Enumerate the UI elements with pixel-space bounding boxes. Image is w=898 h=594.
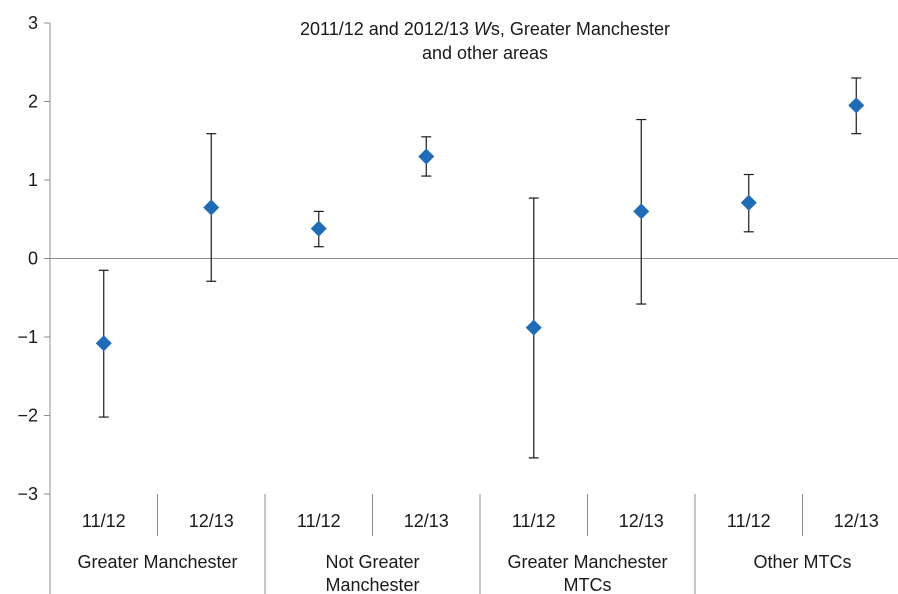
x-tick-label: 11/12 bbox=[82, 511, 126, 531]
data-point-marker bbox=[848, 97, 865, 114]
x-tick-label: 12/13 bbox=[404, 511, 449, 531]
group-label: Greater Manchester bbox=[507, 552, 667, 572]
group-label: Manchester bbox=[325, 575, 419, 594]
data-point-marker bbox=[740, 194, 757, 211]
y-tick-label: 3 bbox=[28, 13, 38, 33]
group-label: Not Greater bbox=[325, 552, 419, 572]
group-label: MTCs bbox=[564, 575, 612, 594]
y-tick-label: 2 bbox=[28, 92, 38, 112]
x-tick-label: 12/13 bbox=[619, 511, 664, 531]
data-point-marker bbox=[203, 199, 220, 216]
x-tick-label: 11/12 bbox=[727, 511, 771, 531]
data-point-marker bbox=[525, 319, 542, 336]
plot-area: 3 2 1 0 −1 −2 −3 11/12 12/13 11/12 12/13 11/12 12/13… bbox=[17, 13, 898, 594]
data-point-marker bbox=[310, 220, 327, 237]
data-point-marker bbox=[633, 203, 650, 220]
y-tick-label: −2 bbox=[17, 406, 38, 426]
data-point-marker bbox=[418, 148, 435, 165]
x-tick-label: 11/12 bbox=[297, 511, 341, 531]
group-label: Greater Manchester bbox=[77, 552, 237, 572]
data-point-marker bbox=[95, 335, 112, 352]
y-tick-label: −1 bbox=[17, 327, 38, 347]
x-tick-label: 12/13 bbox=[834, 511, 879, 531]
y-tick-label: 1 bbox=[28, 170, 38, 190]
group-label: Other MTCs bbox=[753, 552, 851, 572]
chart-title-line2: and other areas bbox=[422, 43, 548, 63]
chart-title-line1: 2011/12 and 2012/13 Ws, Greater Manchest… bbox=[300, 19, 670, 39]
x-tick-label: 11/12 bbox=[512, 511, 556, 531]
x-tick-label: 12/13 bbox=[189, 511, 234, 531]
y-tick-label: −3 bbox=[17, 484, 38, 504]
y-tick-label: 0 bbox=[28, 249, 38, 269]
